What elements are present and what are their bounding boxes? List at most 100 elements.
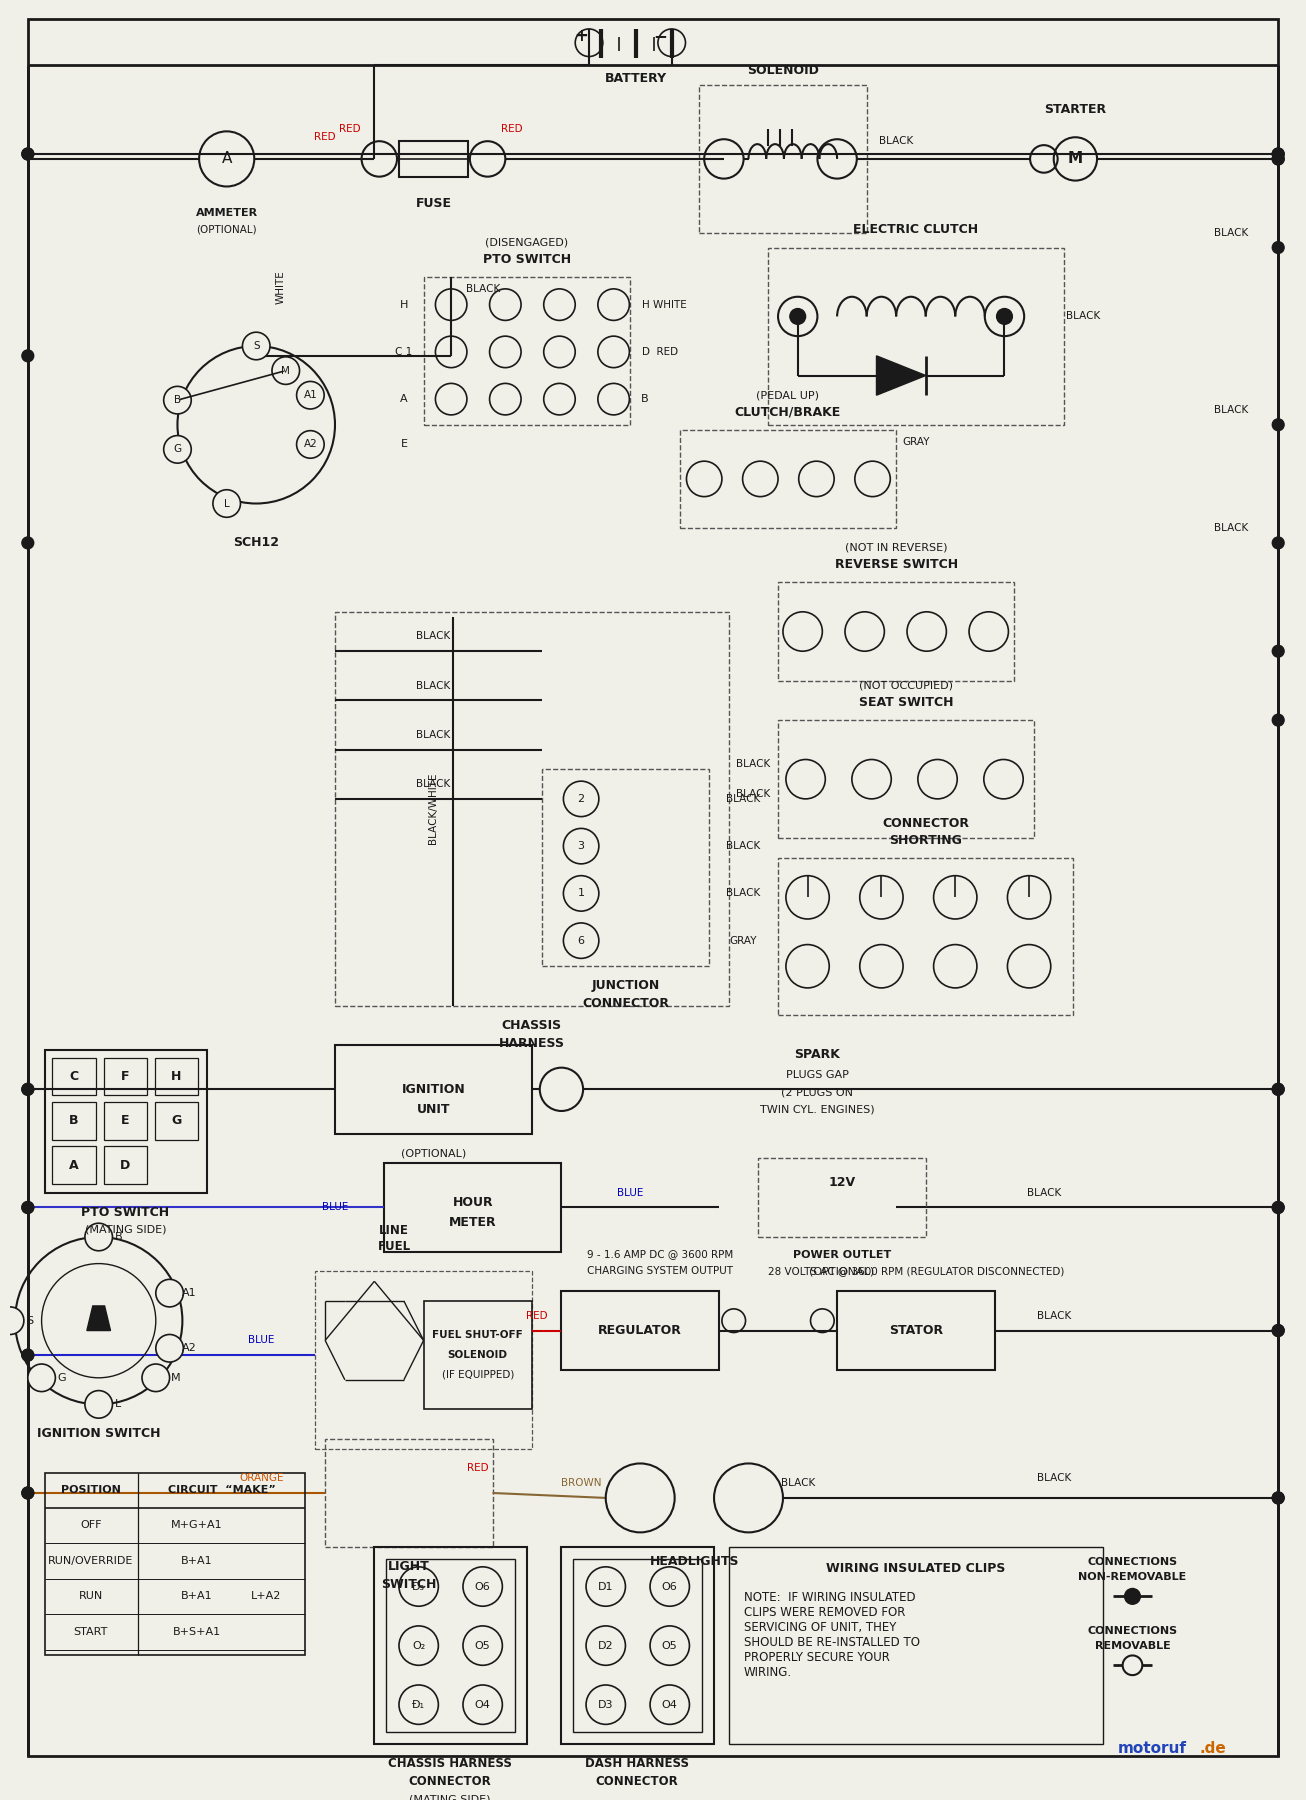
Text: BLACK: BLACK (417, 779, 451, 788)
Bar (759, 1157, 926, 1237)
Text: D: D (120, 1159, 131, 1172)
Text: CONNECTOR: CONNECTOR (883, 817, 969, 830)
Text: E: E (401, 439, 407, 450)
Text: BLACK: BLACK (726, 841, 760, 851)
Text: D  RED: D RED (641, 347, 678, 356)
Text: 28 VOLTS AC @ 3600 RPM (REGULATOR DISCONNECTED): 28 VOLTS AC @ 3600 RPM (REGULATOR DISCON… (768, 1267, 1064, 1276)
Circle shape (213, 490, 240, 517)
Text: DASH HARNESS: DASH HARNESS (585, 1757, 690, 1769)
Text: L+A2: L+A2 (251, 1591, 281, 1602)
Bar (778, 720, 1034, 839)
Text: SOLENOID: SOLENOID (747, 63, 819, 77)
Circle shape (22, 148, 34, 160)
Text: JUNCTION: JUNCTION (592, 979, 660, 992)
Circle shape (22, 349, 34, 362)
Text: BLACK: BLACK (726, 794, 760, 805)
Text: RED: RED (526, 1310, 547, 1321)
Circle shape (1272, 1325, 1284, 1336)
Text: CIRCUIT  “MAKE”: CIRCUIT “MAKE” (168, 1485, 276, 1496)
Text: PTO SWITCH: PTO SWITCH (483, 252, 571, 266)
Text: L: L (115, 1399, 121, 1409)
Text: IGNITION: IGNITION (401, 1084, 465, 1096)
Text: SPARK: SPARK (794, 1048, 840, 1062)
Circle shape (22, 1350, 34, 1361)
Text: BLACK: BLACK (879, 137, 913, 146)
Text: G: G (57, 1373, 65, 1382)
Bar (103, 1147, 148, 1184)
Text: O6: O6 (475, 1582, 491, 1591)
Text: O4: O4 (662, 1699, 678, 1710)
Circle shape (22, 1202, 34, 1213)
Circle shape (22, 1487, 34, 1499)
Text: GRAY: GRAY (730, 936, 757, 945)
Text: BLACK/WHITE: BLACK/WHITE (428, 772, 439, 844)
Text: PLUGS GAP: PLUGS GAP (786, 1069, 849, 1080)
Bar (573, 1559, 703, 1732)
Circle shape (272, 356, 299, 385)
Circle shape (1272, 1084, 1284, 1094)
Circle shape (22, 1350, 34, 1361)
Bar (699, 85, 867, 232)
Text: STARTER: STARTER (1045, 103, 1106, 117)
Text: BLUE: BLUE (618, 1188, 644, 1197)
Text: M+G+A1: M+G+A1 (171, 1521, 223, 1530)
Text: BATTERY: BATTERY (605, 72, 667, 85)
Bar (375, 1548, 528, 1744)
Circle shape (0, 1307, 24, 1334)
Circle shape (163, 436, 191, 463)
Text: B: B (174, 396, 182, 405)
Text: PTO SWITCH: PTO SWITCH (81, 1206, 170, 1219)
Text: (OPTIONAL): (OPTIONAL) (401, 1148, 466, 1159)
Text: METER: METER (449, 1215, 496, 1229)
Circle shape (1272, 1084, 1284, 1094)
Text: G: G (171, 1114, 182, 1127)
Text: FUEL SHUT-OFF: FUEL SHUT-OFF (432, 1330, 524, 1341)
Bar (542, 769, 709, 967)
Text: 1: 1 (577, 889, 585, 898)
Circle shape (1272, 419, 1284, 430)
Text: F: F (121, 1069, 129, 1084)
Text: CONNECTOR: CONNECTOR (596, 1775, 679, 1787)
Text: O6: O6 (662, 1582, 678, 1591)
Text: (NOT OCCUPIED): (NOT OCCUPIED) (859, 680, 953, 691)
Text: (PEDAL UP): (PEDAL UP) (756, 391, 819, 400)
Circle shape (155, 1280, 183, 1307)
Text: A1: A1 (182, 1289, 197, 1298)
Text: RUN/OVERRIDE: RUN/OVERRIDE (48, 1555, 133, 1566)
Text: A2: A2 (182, 1343, 197, 1354)
Text: (OPTIONAL): (OPTIONAL) (810, 1267, 875, 1276)
Text: 2: 2 (577, 794, 585, 805)
Text: FUEL: FUEL (377, 1240, 410, 1253)
Text: C 1: C 1 (396, 347, 413, 356)
Text: S: S (253, 340, 260, 351)
Circle shape (22, 1084, 34, 1094)
Bar (315, 1271, 532, 1449)
Bar (400, 140, 468, 176)
Circle shape (1272, 715, 1284, 725)
Text: HOUR: HOUR (452, 1195, 494, 1210)
Text: M: M (171, 1373, 180, 1382)
Text: B+S+A1: B+S+A1 (174, 1627, 221, 1636)
Circle shape (1272, 153, 1284, 166)
Circle shape (22, 1202, 34, 1213)
Text: (2 PLUGS ON: (2 PLUGS ON (781, 1087, 853, 1098)
Text: CONNECTIONS: CONNECTIONS (1088, 1557, 1178, 1568)
Text: REVERSE SWITCH: REVERSE SWITCH (835, 558, 957, 571)
Text: +: + (575, 27, 588, 45)
Bar (325, 1438, 492, 1548)
Text: IGNITION SWITCH: IGNITION SWITCH (37, 1427, 161, 1440)
Bar (837, 1291, 995, 1370)
Circle shape (1123, 1656, 1143, 1676)
Text: STATOR: STATOR (889, 1325, 943, 1337)
Circle shape (22, 148, 34, 160)
Bar (103, 1058, 148, 1094)
Text: CONNECTIONS: CONNECTIONS (1088, 1625, 1178, 1636)
Text: RED: RED (502, 124, 522, 135)
Text: WHITE: WHITE (276, 270, 286, 304)
Bar (768, 248, 1063, 425)
Text: S: S (26, 1316, 34, 1325)
Text: BLUE: BLUE (248, 1336, 274, 1345)
Text: A: A (400, 394, 407, 405)
Text: BLACK: BLACK (1027, 1188, 1060, 1197)
Text: BLUE: BLUE (321, 1202, 349, 1213)
